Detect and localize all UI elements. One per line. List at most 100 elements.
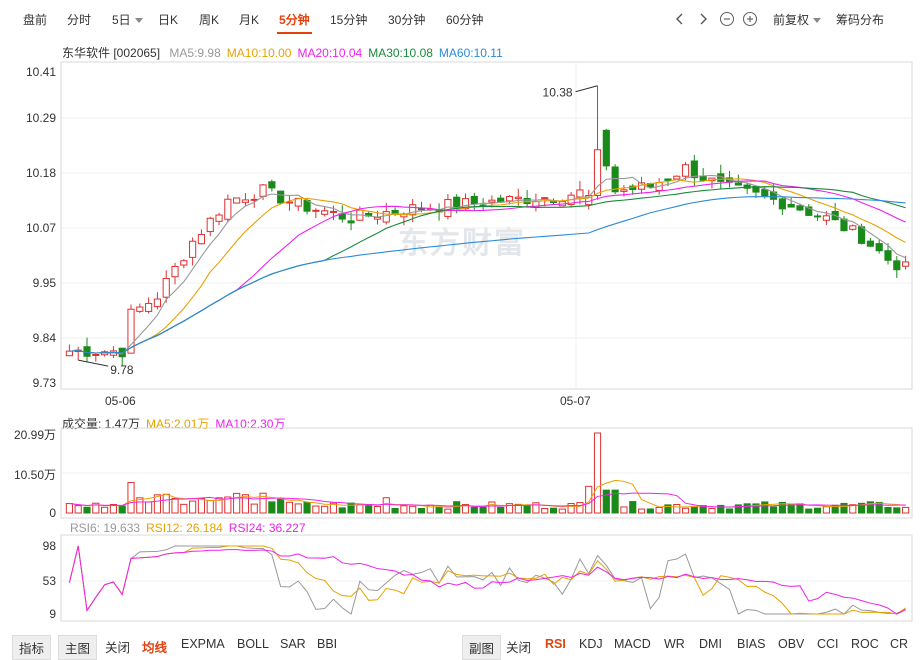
volume-bar <box>514 503 522 514</box>
volume-bar <box>470 506 478 514</box>
ma-legend-item-0: MA5:9.98 <box>169 46 221 60</box>
zoom-in-icon[interactable] <box>742 11 758 27</box>
chevron-left-icon[interactable] <box>672 11 688 27</box>
stock-name: 东华软件 [002065] <box>62 46 161 60</box>
chevron-down-icon <box>813 18 822 24</box>
boll-button[interactable]: BOLL <box>237 637 269 651</box>
volume-bar <box>576 502 584 514</box>
price-adjust-dropdown[interactable]: 前复权 <box>773 11 822 28</box>
macd-button[interactable]: MACD <box>614 637 651 651</box>
tab-premarket[interactable]: 盘前 <box>23 13 48 27</box>
y-tick-label: 10.29 <box>25 111 56 125</box>
dmi-button[interactable]: DMI <box>699 637 722 651</box>
tab-15min[interactable]: 15分钟 <box>330 13 368 27</box>
candle-body <box>884 250 892 261</box>
chevron-right-icon[interactable] <box>695 11 711 27</box>
cr-button[interactable]: CR <box>890 637 909 651</box>
ma-legend-item-1: MA10:10.00 <box>226 46 292 60</box>
rsi-legend: RSI6: 19.633 RSI12: 26.184 RSI24: 36.227 <box>70 521 312 535</box>
tab-30min[interactable]: 30分钟 <box>388 13 426 27</box>
rsi-button[interactable]: RSI <box>545 637 566 651</box>
volume-bar <box>400 505 408 514</box>
candle-body <box>761 188 769 197</box>
volume-bar <box>162 493 170 514</box>
volume-bar <box>136 497 144 514</box>
sub-close-button[interactable]: 关闭 <box>506 641 532 655</box>
ma-legend-item-3: MA30:10.08 <box>368 46 433 60</box>
candle-body <box>285 201 294 204</box>
ma-indicator-button[interactable]: 均线 <box>142 641 168 655</box>
candle-body <box>611 166 619 193</box>
y-tick-label: 9.95 <box>32 276 56 290</box>
volume-bar <box>602 489 610 514</box>
volume-bar <box>849 504 857 514</box>
candle-body <box>875 243 883 252</box>
y-tick-label: 10.50万 <box>13 468 56 482</box>
tab-5day[interactable]: 5日 <box>112 11 143 28</box>
cci-button[interactable]: CCI <box>817 637 839 651</box>
candle-body <box>541 197 549 200</box>
volume-bar <box>532 502 540 514</box>
candle-body <box>409 204 417 216</box>
sub-chart-label: 副图 <box>462 635 502 660</box>
period-tab-bar: 盘前 分时 5日 日K 周K 月K 5分钟 15分钟 30分钟 60分钟 前复权… <box>0 0 921 38</box>
candle-body <box>787 203 795 208</box>
chip-distribution-button[interactable]: 筹码分布 <box>836 13 885 27</box>
volume-bar <box>620 506 628 514</box>
obv-button[interactable]: OBV <box>778 637 805 651</box>
candle-body <box>576 189 584 198</box>
y-tick-label: 20.99万 <box>13 428 56 442</box>
candle-body <box>347 220 355 224</box>
candle-body <box>268 181 276 189</box>
candle-body <box>796 205 804 211</box>
candle-body <box>664 178 672 181</box>
kdj-button[interactable]: KDJ <box>579 637 603 651</box>
candle-body <box>840 218 848 232</box>
volume-bar <box>153 494 162 514</box>
bbi-button[interactable]: BBI <box>317 637 338 651</box>
high-price-label: 10.38 <box>543 86 573 100</box>
indicator-bar: 指标 主图 关闭 均线 EXPMA BOLL SAR BBI 副图 关闭 RSI… <box>0 629 921 660</box>
main-close-button[interactable]: 关闭 <box>105 641 131 655</box>
volume-bar <box>65 503 73 514</box>
volume-bar <box>884 506 892 514</box>
volume-bar <box>549 507 558 514</box>
tab-weekly-k[interactable]: 周K <box>199 13 220 27</box>
volume-bar <box>180 503 188 514</box>
roc-button[interactable]: ROC <box>851 637 879 651</box>
volume-bar <box>769 506 778 514</box>
candle-body <box>620 189 628 192</box>
volume-bar <box>681 507 690 514</box>
kline-chart[interactable]: 10.38 9.78 <box>0 0 921 629</box>
zoom-out-icon[interactable] <box>719 11 735 27</box>
volume-bar <box>321 505 329 514</box>
tab-daily-k[interactable]: 日K <box>158 13 179 27</box>
rsi-panel-frame <box>60 534 913 622</box>
ma10-line <box>69 178 906 354</box>
volume-bar <box>285 501 294 514</box>
tab-60min[interactable]: 60分钟 <box>446 13 484 27</box>
y-tick-label: 9.84 <box>32 331 56 345</box>
volume-bar <box>708 507 716 514</box>
volume-bar <box>329 502 338 514</box>
expma-button[interactable]: EXPMA <box>181 637 225 651</box>
tab-timeshare[interactable]: 分时 <box>67 13 92 27</box>
wr-button[interactable]: WR <box>664 637 685 651</box>
candle-body <box>162 278 170 298</box>
tab-5min[interactable]: 5分钟 <box>277 13 312 34</box>
candle-body <box>681 164 690 177</box>
candle-body <box>65 350 73 357</box>
volume-bar <box>699 505 707 514</box>
bias-button[interactable]: BIAS <box>737 637 766 651</box>
y-tick-label: 10.18 <box>25 166 56 180</box>
volume-bar <box>611 489 619 514</box>
rsi-legend-item-1: RSI12: 26.184 <box>146 521 223 535</box>
volume-bar <box>858 502 866 514</box>
sar-button[interactable]: SAR <box>280 637 306 651</box>
volume-bar <box>655 506 663 514</box>
y-tick-label: 9.73 <box>32 376 56 390</box>
tab-monthly-k[interactable]: 月K <box>239 13 260 27</box>
volume-bar <box>250 503 258 514</box>
volume-bar <box>541 507 549 514</box>
candle-body <box>329 210 338 213</box>
